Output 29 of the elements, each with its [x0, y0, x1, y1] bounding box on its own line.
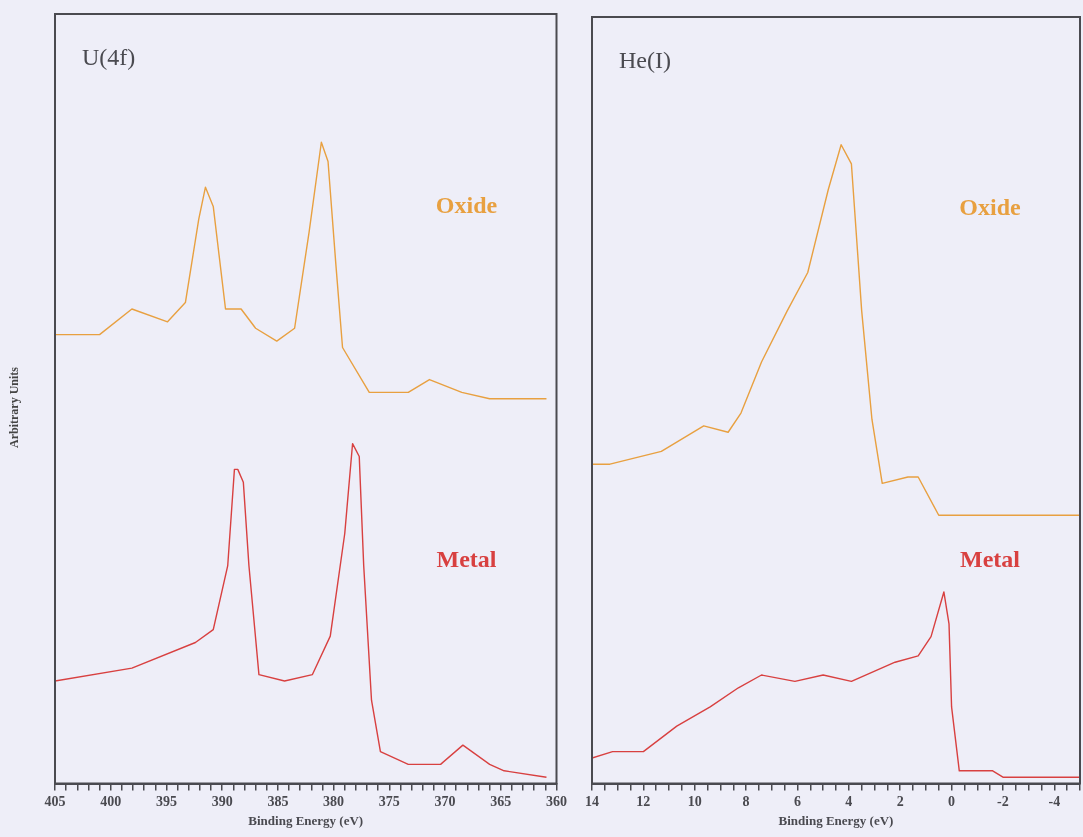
text: Oxide	[435, 191, 498, 218]
x-tick-label: -2	[997, 793, 1009, 809]
x-tick-label: 8	[742, 793, 750, 809]
x-tick-label: 6	[793, 793, 801, 809]
chart-title: He(I)	[619, 47, 671, 74]
x-axis-title: Binding Energy (eV)	[248, 812, 364, 828]
x-tick-label: 365	[490, 793, 512, 809]
x-tick-label: 370	[434, 793, 456, 809]
series-label: Metal	[960, 546, 1021, 573]
x-tick-label: 4	[845, 793, 853, 809]
x-tick-label: 385	[267, 793, 289, 809]
x-tick-label: 390	[211, 793, 233, 809]
chart-title: U(4f)	[82, 44, 136, 71]
x-tick-label: 2	[896, 793, 904, 809]
x-tick-label: 12	[636, 793, 651, 809]
text: Oxide	[959, 193, 1022, 220]
x-tick-label: 375	[378, 793, 400, 809]
x-axis-title: Binding Energy (eV)	[778, 812, 894, 828]
x-tick-label: 10	[687, 793, 702, 809]
x-tick-label: 380	[323, 793, 345, 809]
x-tick-label: 0	[948, 793, 956, 809]
x-tick-label: 395	[155, 793, 177, 809]
x-tick-label: 14	[585, 793, 599, 809]
text: Metal	[436, 545, 497, 572]
x-tick-label: 400	[100, 793, 122, 809]
x-tick-label: 360	[546, 793, 567, 809]
y-axis-title: Arbitrary Units	[6, 366, 22, 450]
x-tick-label: 405	[44, 793, 66, 809]
x-tick-label: -4	[1048, 793, 1061, 809]
